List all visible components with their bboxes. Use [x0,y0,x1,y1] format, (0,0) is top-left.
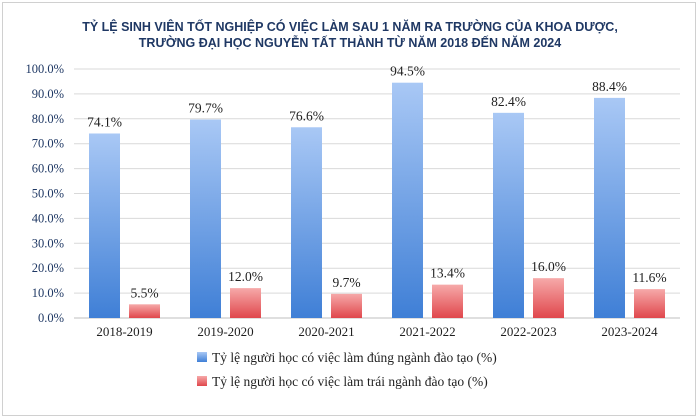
bar-other-field [230,288,261,318]
bar-correct-field [190,119,221,318]
bar-correct-field [291,127,322,319]
x-tick-label: 2020-2021 [298,324,354,339]
y-tick-label: 100.0% [25,62,64,76]
y-tick-label: 70.0% [32,137,64,151]
bar-correct-field [89,133,120,318]
chart-title-line-2: TRƯỜNG ĐẠI HỌC NGUYỄN TẤT THÀNH TỪ NĂM 2… [139,35,561,50]
x-tick-label: 2021-2022 [399,324,455,339]
data-label-correct-field: 82.4% [491,94,526,109]
x-tick-label: 2019-2020 [197,324,253,339]
y-tick-label: 80.0% [32,112,64,126]
gridlines [74,68,680,319]
y-tick-label: 0.0% [38,311,64,325]
bars [89,82,665,319]
x-tick-label: 2023-2024 [601,324,658,339]
data-label-other-field: 11.6% [632,270,666,285]
data-labels: 74.1% 5.5% 79.7% 12.0% 76.6% 9.7% 94.5% 13.4% 82… [87,64,667,301]
x-tick-label: 2018-2019 [96,324,152,339]
y-tick-label: 50.0% [32,187,64,201]
data-label-correct-field: 74.1% [87,114,122,129]
y-tick-label: 20.0% [32,261,64,275]
data-label-other-field: 16.0% [531,259,566,274]
data-label-other-field: 9.7% [332,275,360,290]
bar-other-field [331,293,362,318]
legend-swatch-other-field [197,376,207,386]
legend: Tỷ lệ người học có việc làm đúng ngành đ… [197,350,497,389]
data-label-other-field: 5.5% [130,285,158,300]
data-label-correct-field: 88.4% [592,79,627,94]
x-tick-label: 2022-2023 [500,324,556,339]
y-tick-label: 40.0% [32,211,64,225]
legend-label-correct-field: Tỷ lệ người học có việc làm đúng ngành đ… [212,350,497,365]
bar-other-field [129,304,160,318]
bar-correct-field [594,97,625,318]
data-label-other-field: 12.0% [228,269,263,284]
chart-title-line-1: TỶ LỆ SINH VIÊN TỐT NGHIỆP CÓ VIỆC LÀM S… [82,19,618,34]
y-tick-label: 30.0% [32,236,64,250]
y-tick-label: 10.0% [32,286,64,300]
data-label-correct-field: 79.7% [188,101,223,116]
data-label-correct-field: 94.5% [390,64,425,79]
data-label-correct-field: 76.6% [289,108,324,123]
legend-swatch-correct-field [197,352,207,362]
y-tick-label: 90.0% [32,87,64,101]
data-label-other-field: 13.4% [430,266,465,281]
bar-other-field [634,289,665,318]
y-tick-label: 60.0% [32,162,64,176]
legend-label-other-field: Tỷ lệ người học có việc làm trái ngành đ… [212,374,488,389]
bar-other-field [432,284,463,318]
bar-correct-field [392,82,423,318]
y-axis-ticks: 0.0% 10.0% 20.0% 30.0% 40.0% 50.0% 60.0% 70.0% 8… [25,62,64,325]
bar-correct-field [493,112,524,318]
x-axis-ticks: 2018-2019 2019-2020 2020-2021 2021-2022 2022… [96,324,658,339]
bar-other-field [533,278,564,318]
